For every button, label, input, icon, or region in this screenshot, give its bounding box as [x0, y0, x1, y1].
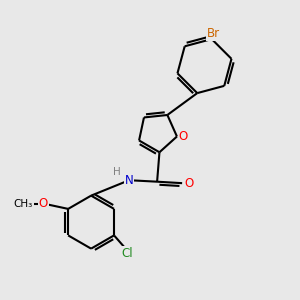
Text: N: N: [125, 174, 134, 187]
Text: O: O: [184, 177, 193, 190]
Text: O: O: [38, 197, 48, 210]
Text: H: H: [113, 167, 121, 177]
Text: CH₃: CH₃: [14, 200, 33, 209]
Text: Br: Br: [207, 27, 220, 40]
Text: O: O: [179, 130, 188, 143]
Text: Cl: Cl: [121, 247, 133, 260]
